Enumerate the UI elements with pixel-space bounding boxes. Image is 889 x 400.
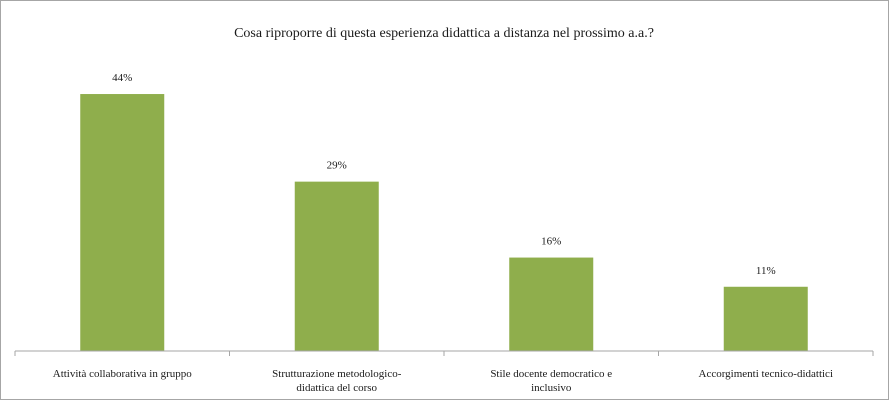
bars-group	[80, 94, 808, 351]
category-label-line: Stile docente democratico e	[490, 368, 612, 380]
category-label-line: Attività collaborativa in gruppo	[53, 368, 192, 380]
bar-3	[509, 257, 594, 351]
category-label-4: Accorgimenti tecnico-didattici	[699, 368, 834, 380]
bar-4	[723, 286, 808, 351]
bar-2	[294, 181, 379, 351]
category-label-line: Accorgimenti tecnico-didattici	[699, 368, 834, 380]
data-label-4: 11%	[756, 265, 776, 277]
bar-1	[80, 94, 165, 351]
category-label-3: Stile docente democratico e inclusivo	[490, 368, 612, 394]
value-labels-group: 44% 29% 16% 11%	[112, 72, 775, 277]
category-label-1: Attività collaborativa in gruppo	[53, 368, 192, 380]
category-label-line: didattica del corso	[296, 382, 377, 394]
data-label-2: 29%	[327, 160, 347, 172]
category-label-line: inclusivo	[531, 382, 572, 394]
data-label-1: 44%	[112, 72, 132, 84]
category-label-2: Strutturazione metodologico-didattica de…	[272, 368, 402, 394]
x-axis-ticks	[14, 351, 874, 356]
category-label-line: Strutturazione metodologico-	[272, 368, 402, 380]
data-label-3: 16%	[541, 236, 561, 248]
category-labels-group: Attività collaborativa in gruppo Struttur…	[53, 368, 833, 394]
chart-title: Cosa riproporre di questa esperienza did…	[234, 26, 654, 41]
